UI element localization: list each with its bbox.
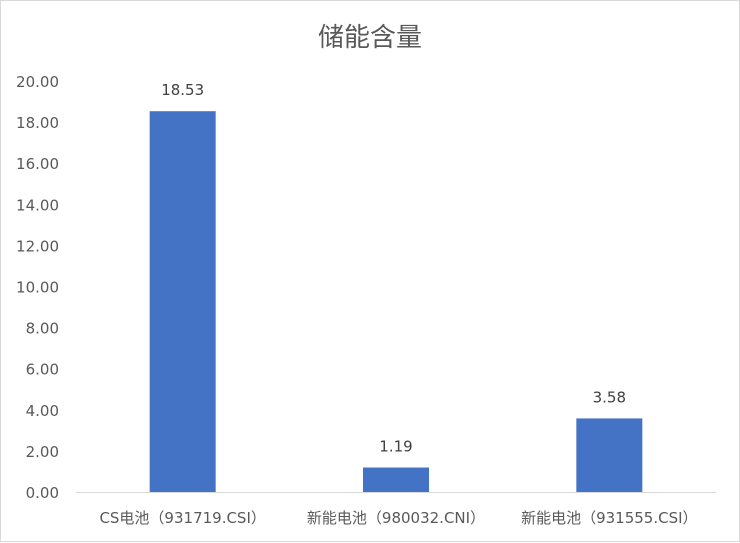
bar <box>149 111 216 492</box>
data-label: 3.58 <box>593 388 626 406</box>
data-label: 18.53 <box>161 81 204 99</box>
x-tick-label: 新能电池（980032.CNI） <box>307 509 485 527</box>
data-label: 1.19 <box>379 438 412 456</box>
x-tick-label: 新能电池（931555.CSI） <box>521 509 697 527</box>
y-tick-label: 10.00 <box>16 279 59 297</box>
y-tick-label: 8.00 <box>26 320 59 338</box>
y-tick-label: 2.00 <box>26 443 59 461</box>
y-tick-label: 18.00 <box>16 114 59 132</box>
chart-title: 储能含量 <box>317 23 422 53</box>
y-tick-label: 20.00 <box>16 73 59 91</box>
y-tick-label: 6.00 <box>26 361 59 379</box>
bar <box>576 418 643 492</box>
bar <box>363 467 429 492</box>
y-tick-label: 4.00 <box>26 402 59 420</box>
y-tick-label: 12.00 <box>16 237 59 255</box>
y-tick-label: 16.00 <box>16 155 59 173</box>
y-tick-label: 0.00 <box>26 484 59 502</box>
y-tick-label: 14.00 <box>16 196 59 214</box>
x-tick-label: CS电池（931719.CSI） <box>99 509 265 527</box>
